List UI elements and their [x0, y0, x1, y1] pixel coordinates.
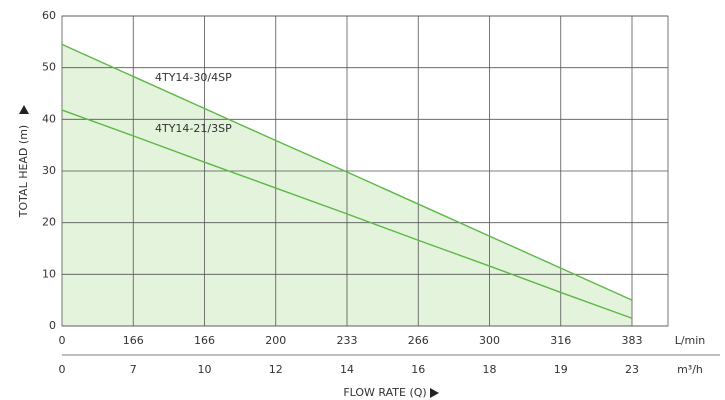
- x2-tick-label: 18: [483, 363, 497, 376]
- x-tick-label: 316: [550, 334, 571, 347]
- x-tick-label: 233: [337, 334, 358, 347]
- y-tick-label: 40: [42, 112, 56, 125]
- x2-tick-label: 10: [198, 363, 212, 376]
- x-tick-label: 0: [59, 334, 66, 347]
- x-tick-label: 200: [265, 334, 286, 347]
- y-tick-label: 30: [42, 164, 56, 177]
- y-arrow: [19, 105, 29, 114]
- y-tick-label: 20: [42, 216, 56, 229]
- series-label: 4TY14-21/3SP: [155, 122, 232, 135]
- y-tick-label: 0: [49, 319, 56, 332]
- x-tick-label: 300: [479, 334, 500, 347]
- x2-tick-label: 12: [269, 363, 283, 376]
- x-arrow: [430, 388, 439, 398]
- series-label: 4TY14-30/4SP: [155, 71, 232, 84]
- x2-unit-label: m³/h: [677, 363, 703, 376]
- x-tick-label: 383: [622, 334, 643, 347]
- x2-tick-label: 0: [59, 363, 66, 376]
- x2-tick-label: 14: [340, 363, 354, 376]
- x-axis-label: FLOW RATE (Q): [343, 386, 426, 399]
- x2-tick-label: 19: [554, 363, 568, 376]
- x-unit-label: L/min: [675, 334, 706, 347]
- x-tick-label: 166: [123, 334, 144, 347]
- x2-tick-label: 16: [411, 363, 425, 376]
- y-axis-label: TOTAL HEAD (m): [17, 125, 30, 218]
- y-tick-label: 60: [42, 9, 56, 22]
- series-line: [61, 109, 633, 319]
- y-tick-label: 10: [42, 267, 56, 280]
- series-line: [61, 43, 633, 301]
- y-tick-label: 50: [42, 61, 56, 74]
- x-tick-label: 166: [194, 334, 215, 347]
- x2-tick-label: 23: [625, 363, 639, 376]
- x2-tick-label: 7: [130, 363, 137, 376]
- x-tick-label: 266: [408, 334, 429, 347]
